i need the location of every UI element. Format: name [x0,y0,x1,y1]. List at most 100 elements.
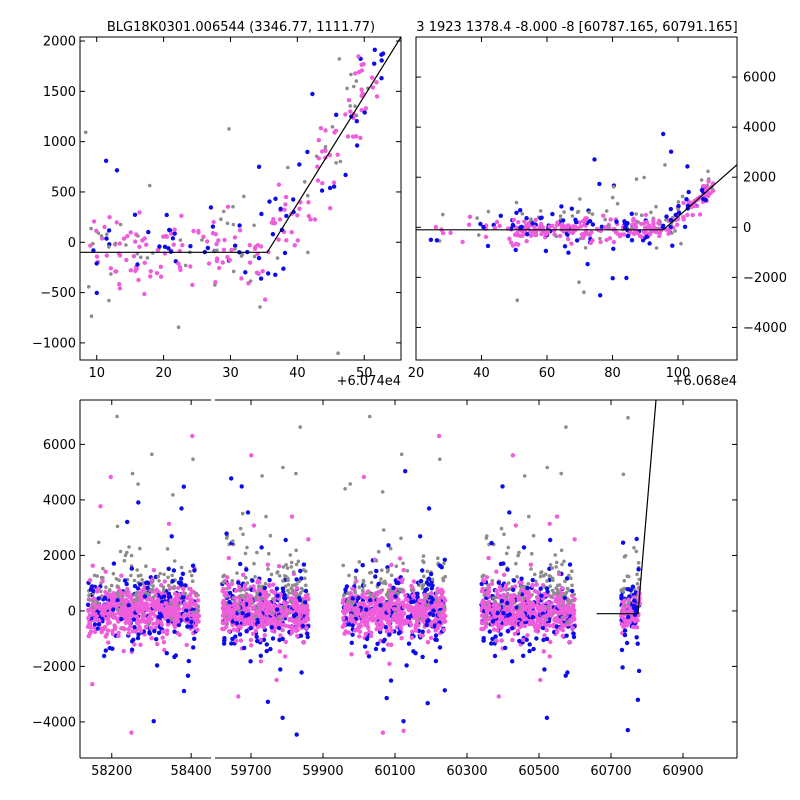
zoom-left-point [157,244,162,249]
zoom-right-point [644,234,650,239]
zoom-left-point [206,261,212,266]
full-segment-2-point [347,622,352,627]
full-segment-2-point [441,609,446,614]
full-segment-2-point [501,611,506,616]
full-segment-1-point [135,635,141,641]
zoom-left-point [169,231,174,236]
zoom-left-point [283,202,288,207]
zoom-right-point [540,224,545,230]
full-segment-2-point [300,623,306,629]
full-segment-2-point [304,583,308,588]
zoom-left-point [108,266,114,271]
zoom-left-point [334,161,339,165]
zoom-left-point [146,229,151,235]
full-segment-1-point [166,521,172,526]
zoom-right-point [543,248,549,254]
full-segment-2-point [389,573,394,578]
full-segment-2-point [437,612,442,618]
full-segment-2-point [249,453,254,458]
zoom-left-point [323,128,328,133]
full-segment-2-point [281,605,286,610]
zoom-left-point [137,244,142,249]
zoom-left-point [214,241,219,247]
zoom-left-point [190,282,195,288]
zoom-left-point [252,223,256,228]
zoom-left-point [379,58,384,63]
zoom-left-point [363,106,369,111]
zoom-right-point [588,240,593,246]
full-segment-1-point [99,589,103,594]
full-segment-1-point [135,590,139,595]
full-segment-2-point [299,586,304,591]
zoom-left-point [145,256,150,260]
zoom-right-point [578,224,583,229]
full-segment-2-point [631,624,636,630]
full-segment-2-point [420,584,425,589]
zoom-left-point [117,286,123,291]
zoom-right-point [466,222,472,227]
zoom-left-point [277,217,283,222]
full-segment-1-point [90,602,96,607]
full-segment-2-point [409,635,414,640]
zoom-left-point [359,108,364,113]
full-segment-1-point [185,673,191,678]
full-segment-2-point [236,694,241,699]
full-segment-2-point [515,628,521,633]
zoom-left-point [356,54,361,59]
zoom-left-point [107,298,111,303]
full-segment-1-point [119,616,124,622]
full-segment-1-point [172,654,177,660]
full-segment-1-point [107,589,112,593]
full-segment-2-point [414,622,419,627]
zoom-right-point [494,219,500,225]
zoom-right-point [664,218,668,222]
full-segment-2-point [234,638,239,644]
full-segment-2-point [221,574,225,579]
zoom-left-point [225,254,230,260]
full-segment-1-point [129,647,135,652]
full-segment-2-point [231,539,235,543]
full-segment-2-point [398,611,403,617]
zoom-right-point [675,222,680,227]
full-segment-1-point [122,627,127,632]
full-segment-1-point [171,493,175,497]
zoom-right-point [520,212,525,216]
full-segment-2-point [413,628,419,633]
zoom-left-point [379,76,384,81]
full-segment-2-point [436,556,440,560]
zoom-left-point [370,85,376,90]
full-segment-1-point [125,550,129,555]
zoom-right-point [603,217,607,222]
full-segment-2-point [280,623,285,628]
full-segment-2-point [503,645,508,651]
full-segment-2-point [288,609,293,614]
full-segment-2-point [251,523,257,528]
full-segment-2-point [269,617,275,622]
full-segment-1-point [183,591,188,596]
full-segment-2-point [427,611,433,616]
full-segment-1-point [97,603,102,609]
full-segment-1-point [156,614,161,620]
zoom-left-point [282,250,288,256]
zoom-right-point [478,221,483,227]
zoom-right-point [666,228,672,233]
full-segment-2-point [356,595,361,601]
full-segment-2-point [301,562,307,567]
zoom-left-xtick-label: 20 [155,366,172,381]
full-segment-2-point [538,677,543,683]
full-segment-2-point [289,624,295,629]
full-segment-1-point [118,549,123,554]
full-segment-2-point [237,609,241,613]
full-segment-2-point [360,563,365,568]
full-segment-2-point [244,575,248,580]
full-segment-2-point [397,556,403,561]
full-segment-1-point [151,621,156,627]
full-segment-2-point [362,583,367,588]
full-segment-1-point [139,573,143,578]
full-segment-2-point [571,611,576,617]
full-segment-2-point [280,627,285,633]
full-segment-2-point [548,537,553,543]
full-segment-2-point [528,618,533,624]
zoom-left-point [354,113,359,118]
zoom-left-point [113,269,118,274]
